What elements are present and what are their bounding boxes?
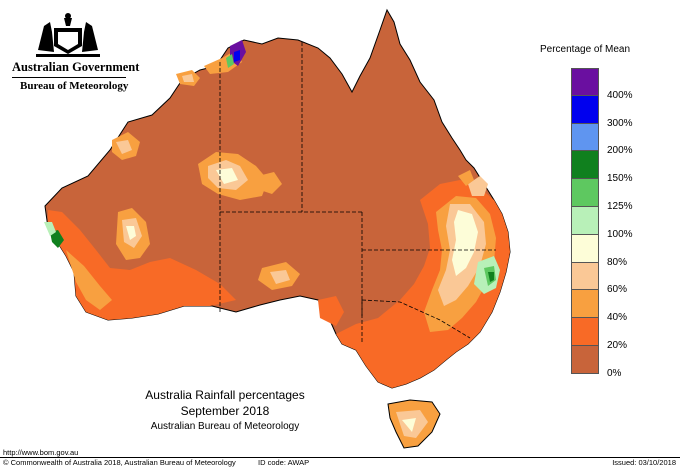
legend-label: 300% xyxy=(607,117,633,129)
legend-swatch xyxy=(571,206,599,235)
bureau-title: Bureau of Meteorology xyxy=(20,80,129,92)
legend-swatch xyxy=(571,95,599,124)
legend-swatch xyxy=(571,290,599,319)
map-source: Australian Bureau of Meteorology xyxy=(150,421,300,432)
legend-label: 60% xyxy=(607,284,628,296)
legend-color-bar xyxy=(571,68,599,374)
coat-of-arms-logo xyxy=(8,8,128,65)
legend-label: 400% xyxy=(607,89,633,101)
footer-url[interactable]: http://www.bom.gov.au xyxy=(3,448,79,457)
legend-label: 20% xyxy=(607,340,628,351)
legend-swatch xyxy=(571,123,599,152)
coat-of-arms-icon xyxy=(36,13,100,57)
legend-swatch xyxy=(571,262,599,291)
legend-swatch xyxy=(571,151,599,180)
map-title: Australia Rainfall percentages xyxy=(145,388,305,402)
legend-label: 100% xyxy=(607,228,633,240)
legend-label: 125% xyxy=(607,201,633,212)
footer-id-code: ID code: AWAP xyxy=(258,458,310,467)
government-title: Australian Government xyxy=(12,60,140,74)
legend-title: Percentage of Mean xyxy=(540,44,631,55)
map-title-block: Australia Rainfall percentages September… xyxy=(120,388,330,432)
footer-divider xyxy=(0,457,680,458)
legend-swatch xyxy=(571,234,599,263)
legend-label: 80% xyxy=(607,256,628,268)
legend-label: 0% xyxy=(607,367,622,379)
legend-swatch xyxy=(571,68,599,96)
footer-copyright: © Commonwealth of Australia 2018, Austra… xyxy=(3,458,236,467)
legend-label: 40% xyxy=(607,312,628,324)
header-divider xyxy=(12,77,126,78)
legend-label: 200% xyxy=(607,145,633,157)
legend-swatch xyxy=(571,318,599,346)
legend-swatch xyxy=(571,345,599,374)
state-borders xyxy=(219,42,496,344)
legend-label: 150% xyxy=(607,173,633,185)
map-period: September 2018 xyxy=(180,404,270,418)
legend-swatch xyxy=(571,179,599,207)
footer-issued-date: Issued: 03/10/2018 xyxy=(612,458,676,467)
